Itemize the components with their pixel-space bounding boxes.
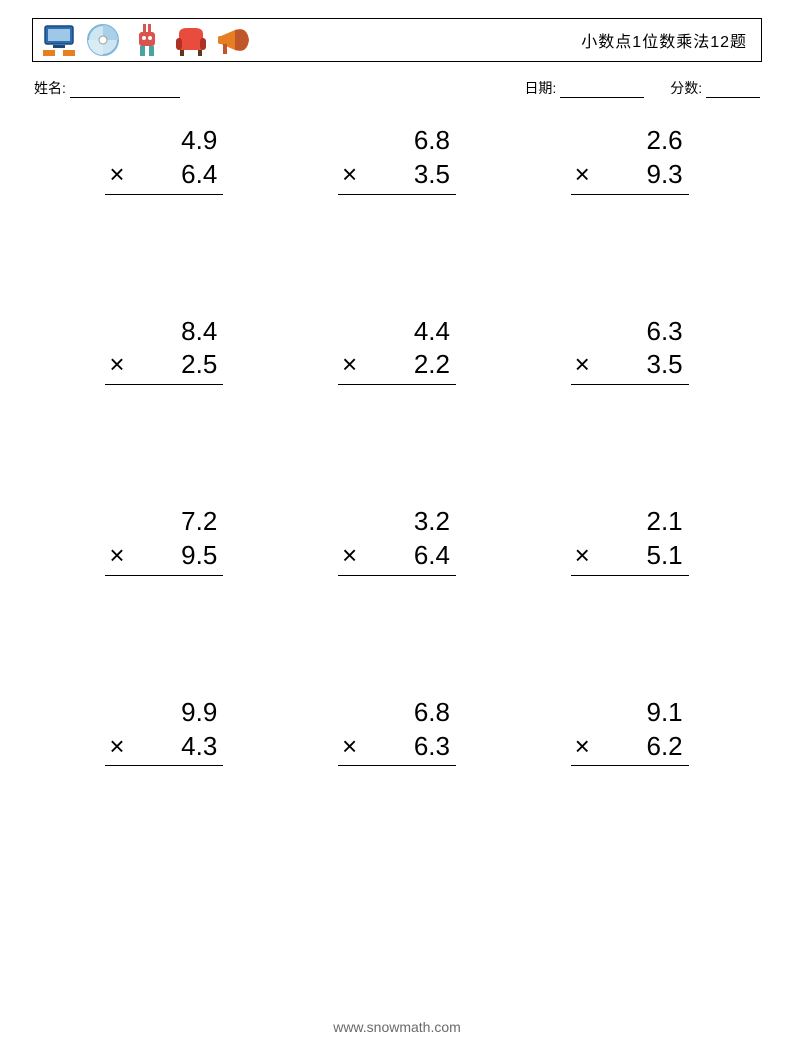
score-line: [706, 83, 760, 98]
operator-symbol: ×: [573, 539, 590, 573]
header-box: 小数点1位数乘法12题: [32, 18, 762, 62]
operand-bottom: 2.2: [414, 348, 450, 382]
worksheet-page: 小数点1位数乘法12题 姓名: 日期: 分数: 4.9×6.4 6.8×3.5 …: [0, 0, 794, 1053]
operand-top: 2.6: [571, 124, 689, 158]
operator-symbol: ×: [340, 539, 357, 573]
name-field: 姓名:: [34, 78, 180, 98]
header-icons: [39, 20, 255, 60]
robot-icon: [127, 20, 167, 60]
score-label: 分数:: [670, 80, 702, 96]
computer-icon: [39, 20, 79, 60]
operator-symbol: ×: [340, 730, 357, 764]
operand-top: 7.2: [105, 505, 223, 539]
date-field: 日期:: [524, 78, 644, 98]
operator-symbol: ×: [107, 348, 124, 382]
problem-8: 3.2× 6.4: [281, 505, 514, 576]
footer-url: www.snowmath.com: [0, 1019, 794, 1035]
operand-bottom: 9.5: [181, 539, 217, 573]
problem-7: 7.2× 9.5: [48, 505, 281, 576]
operator-symbol: ×: [107, 539, 124, 573]
problem-3: 2.6× 9.3: [513, 124, 746, 195]
problems-grid: 4.9×6.4 6.8×3.5 2.6×9.3 8.4×2.5 4.4×2.2 …: [32, 124, 762, 766]
operand-bottom: 3.5: [647, 348, 683, 382]
operand-bottom: 3.5: [414, 158, 450, 192]
operand-bottom: 4.3: [181, 730, 217, 764]
operand-top: 2.1: [571, 505, 689, 539]
operand-top: 8.4: [105, 315, 223, 349]
operand-top: 4.4: [338, 315, 456, 349]
score-field: 分数:: [670, 78, 760, 98]
operand-bottom: 5.1: [647, 539, 683, 573]
operand-bottom: 2.5: [181, 348, 217, 382]
operand-bottom: 6.4: [181, 158, 217, 192]
operator-symbol: ×: [107, 730, 124, 764]
operand-bottom: 9.3: [647, 158, 683, 192]
operand-top: 9.9: [105, 696, 223, 730]
operand-top: 6.8: [338, 124, 456, 158]
operator-symbol: ×: [340, 348, 357, 382]
operand-bottom: 6.3: [414, 730, 450, 764]
problem-6: 6.3× 3.5: [513, 315, 746, 386]
operand-top: 9.1: [571, 696, 689, 730]
problem-5: 4.4× 2.2: [281, 315, 514, 386]
name-label: 姓名:: [34, 80, 66, 96]
problem-11: 6.8× 6.3: [281, 696, 514, 767]
date-label: 日期:: [524, 80, 556, 96]
sofa-icon: [171, 20, 211, 60]
operator-symbol: ×: [340, 158, 357, 192]
problem-4: 8.4× 2.5: [48, 315, 281, 386]
name-line: [70, 83, 180, 98]
operand-bottom: 6.4: [414, 539, 450, 573]
operator-symbol: ×: [573, 730, 590, 764]
info-row: 姓名: 日期: 分数:: [32, 78, 762, 98]
operator-symbol: ×: [107, 158, 124, 192]
problem-2: 6.8× 3.5: [281, 124, 514, 195]
operand-top: 6.3: [571, 315, 689, 349]
disc-icon: [83, 20, 123, 60]
operand-bottom: 6.2: [647, 730, 683, 764]
operand-top: 6.8: [338, 696, 456, 730]
operand-top: 3.2: [338, 505, 456, 539]
megaphone-icon: [215, 20, 255, 60]
problem-1: 4.9× 6.4: [48, 124, 281, 195]
problem-12: 9.1× 6.2: [513, 696, 746, 767]
date-line: [560, 83, 644, 98]
operand-top: 4.9: [105, 124, 223, 158]
operator-symbol: ×: [573, 158, 590, 192]
worksheet-title: 小数点1位数乘法12题: [581, 28, 747, 52]
operator-symbol: ×: [573, 348, 590, 382]
problem-10: 9.9× 4.3: [48, 696, 281, 767]
problem-9: 2.1× 5.1: [513, 505, 746, 576]
